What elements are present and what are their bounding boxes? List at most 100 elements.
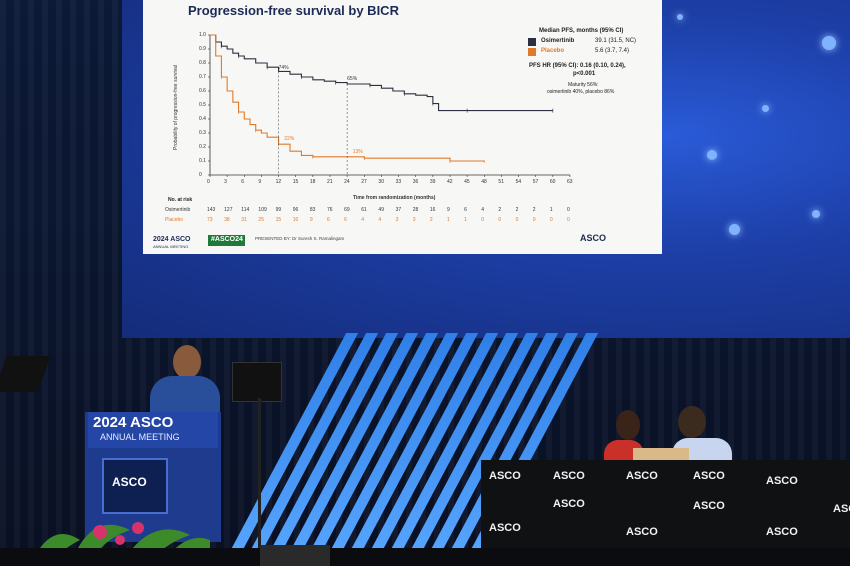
- legend-heading: Median PFS, months (95% CI): [539, 28, 624, 34]
- y-tick-label: 0.7: [199, 74, 206, 80]
- risk-cell: 3: [395, 217, 399, 223]
- x-tick-label: 39: [429, 179, 436, 185]
- y-tick-label: 1.0: [199, 32, 206, 38]
- x-tick-label: 30: [378, 179, 384, 185]
- risk-cell: 4: [378, 217, 382, 223]
- risk-cell: 69: [344, 207, 350, 213]
- risk-cell: 37: [395, 207, 402, 213]
- risk-cell: 15: [275, 217, 282, 223]
- x-tick-label: 33: [395, 179, 402, 185]
- x-tick-label: 36: [412, 179, 419, 185]
- risk-cell: 114: [241, 207, 250, 213]
- hazard-ratio-line1: PFS HR (95% CI): 0.16 (0.10, 0.24),: [529, 63, 626, 69]
- footer-logo: 2024 ASCO: [153, 236, 191, 243]
- risk-cell: 96: [292, 207, 299, 213]
- risk-cell: 0: [567, 217, 570, 223]
- x-tick-label: 18: [309, 179, 316, 185]
- risk-cell: 9: [309, 217, 313, 223]
- table-asco-logo: ASCO: [693, 500, 725, 512]
- x-tick-label: 0: [207, 179, 210, 185]
- risk-row-label: Osimertinib: [165, 207, 191, 213]
- risk-cell: 0: [549, 217, 553, 223]
- kaplan-meier-chart: [208, 34, 571, 177]
- hazard-ratio-line2: p<0.001: [573, 71, 596, 77]
- x-tick-label: 48: [481, 179, 487, 185]
- x-axis-label: Time from randomization (months): [353, 195, 436, 201]
- table-asco-logo: ASCO: [626, 526, 658, 538]
- podium-subtitle: ANNUAL MEETING: [100, 432, 180, 442]
- y-tick-label: 0.8: [199, 60, 206, 66]
- km-curve-osimertinib: [210, 34, 553, 112]
- y-tick-label: 0.2: [199, 144, 206, 150]
- teleprompter-stand: [258, 398, 261, 548]
- chart-annotation: 65%: [347, 75, 358, 82]
- table-asco-logo: ASCO: [833, 503, 850, 515]
- podium-top: [88, 412, 218, 448]
- table-asco-logo: ASCO: [626, 470, 658, 482]
- presentation-slide: Progression-free survival by BICR Probab…: [143, 0, 662, 254]
- x-tick-label: 54: [515, 179, 522, 185]
- y-tick-label: 0.9: [199, 46, 206, 52]
- x-tick-label: 63: [567, 179, 573, 185]
- chart-annotation: 22%: [284, 136, 295, 142]
- table-asco-logo: ASCO: [553, 470, 585, 482]
- x-tick-label: 12: [275, 179, 282, 185]
- x-tick-label: 51: [498, 179, 504, 185]
- podium-logo: 2024 ASCO: [93, 414, 174, 431]
- risk-cell: 0: [481, 217, 485, 223]
- risk-cell: 38: [224, 217, 230, 223]
- risk-cell: 1: [549, 207, 553, 213]
- network-node: [677, 14, 683, 20]
- risk-cell: 76: [327, 207, 333, 213]
- risk-cell: 6: [464, 207, 467, 213]
- legend-value-osimertinib: 39.1 (31.5, NC): [595, 38, 637, 44]
- y-tick-label: 0.3: [199, 130, 206, 136]
- teleprompter: [232, 362, 282, 402]
- table-asco-logo: ASCO: [489, 470, 521, 482]
- risk-row-label: Placebo: [165, 217, 184, 223]
- x-tick-label: 24: [344, 179, 350, 185]
- network-node: [729, 224, 740, 235]
- risk-cell: 6: [327, 217, 330, 223]
- risk-cell: 2: [429, 217, 433, 223]
- table-asco-logo: ASCO: [553, 498, 585, 510]
- legend-label-osimertinib: Osimertinib: [541, 38, 575, 44]
- risk-cell: 2: [515, 207, 519, 213]
- y-tick-label: 0.4: [199, 116, 206, 122]
- podium-sign: [102, 458, 168, 514]
- risk-cell: 143: [207, 207, 216, 213]
- risk-cell: 2: [498, 207, 502, 213]
- y-tick-label: 0.1: [199, 158, 206, 164]
- network-node: [812, 210, 820, 218]
- x-tick-label: 6: [241, 179, 245, 185]
- y-axis-label: Probability of progression-free survival: [173, 64, 179, 150]
- chart-curves: [210, 34, 554, 175]
- risk-cell: 109: [258, 207, 267, 213]
- panelist-2-head: [678, 406, 706, 438]
- legend-value-placebo: 5.6 (3.7, 7.4): [595, 48, 630, 54]
- y-tick-label: 0.6: [199, 88, 206, 94]
- table-asco-logo: ASCO: [489, 522, 521, 534]
- panelist-1-head: [616, 410, 640, 440]
- slide-title: Progression-free survival by BICR: [188, 3, 399, 18]
- risk-cell: 127: [224, 207, 233, 213]
- risk-cell: 28: [412, 207, 419, 213]
- maturity-line2: osimertinib 40%, placebo 86%: [547, 89, 615, 95]
- risk-cell: 83: [309, 207, 316, 213]
- risk-cell: 16: [429, 207, 436, 213]
- risk-cell: 3: [412, 217, 416, 223]
- risk-cell: 61: [361, 207, 367, 213]
- stage-floor: [0, 548, 850, 566]
- x-tick-label: 27: [361, 179, 367, 185]
- risk-cell: 6: [344, 217, 347, 223]
- x-tick-label: 57: [532, 179, 539, 185]
- x-tick-label: 60: [549, 179, 556, 185]
- y-tick-label: 0: [199, 172, 202, 178]
- presenter-credit: PRESENTED BY: Dr Suresh S. Ramalingam: [255, 236, 345, 241]
- risk-cell: 31: [241, 217, 247, 223]
- table-asco-logo: ASCO: [766, 475, 798, 487]
- x-tick-label: 3: [224, 179, 227, 185]
- chart-axes: [208, 34, 571, 177]
- km-curve-placebo: [210, 34, 485, 163]
- risk-cell: 4: [361, 217, 365, 223]
